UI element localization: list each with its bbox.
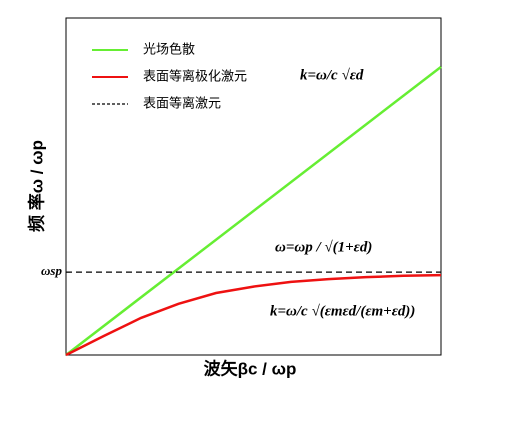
y-axis-label: 频 率ω / ωp <box>26 140 46 232</box>
annotation: ω=ωp / √(1+εd) <box>275 239 372 255</box>
y-tick-label: ωsp <box>41 263 62 278</box>
annotation: k=ω/c √εd <box>300 67 364 83</box>
annotation: k=ω/c √(εmεd/(εm+εd)) <box>270 303 415 319</box>
series-line <box>65 273 442 357</box>
legend-label: 表面等离激元 <box>143 95 221 110</box>
x-axis-label: 波矢βc / ωp <box>204 358 297 378</box>
legend-label: 表面等离极化激元 <box>143 68 247 83</box>
legend-label: 光场色散 <box>143 41 195 56</box>
plot-frame <box>65 17 442 356</box>
series-line <box>65 65 442 356</box>
